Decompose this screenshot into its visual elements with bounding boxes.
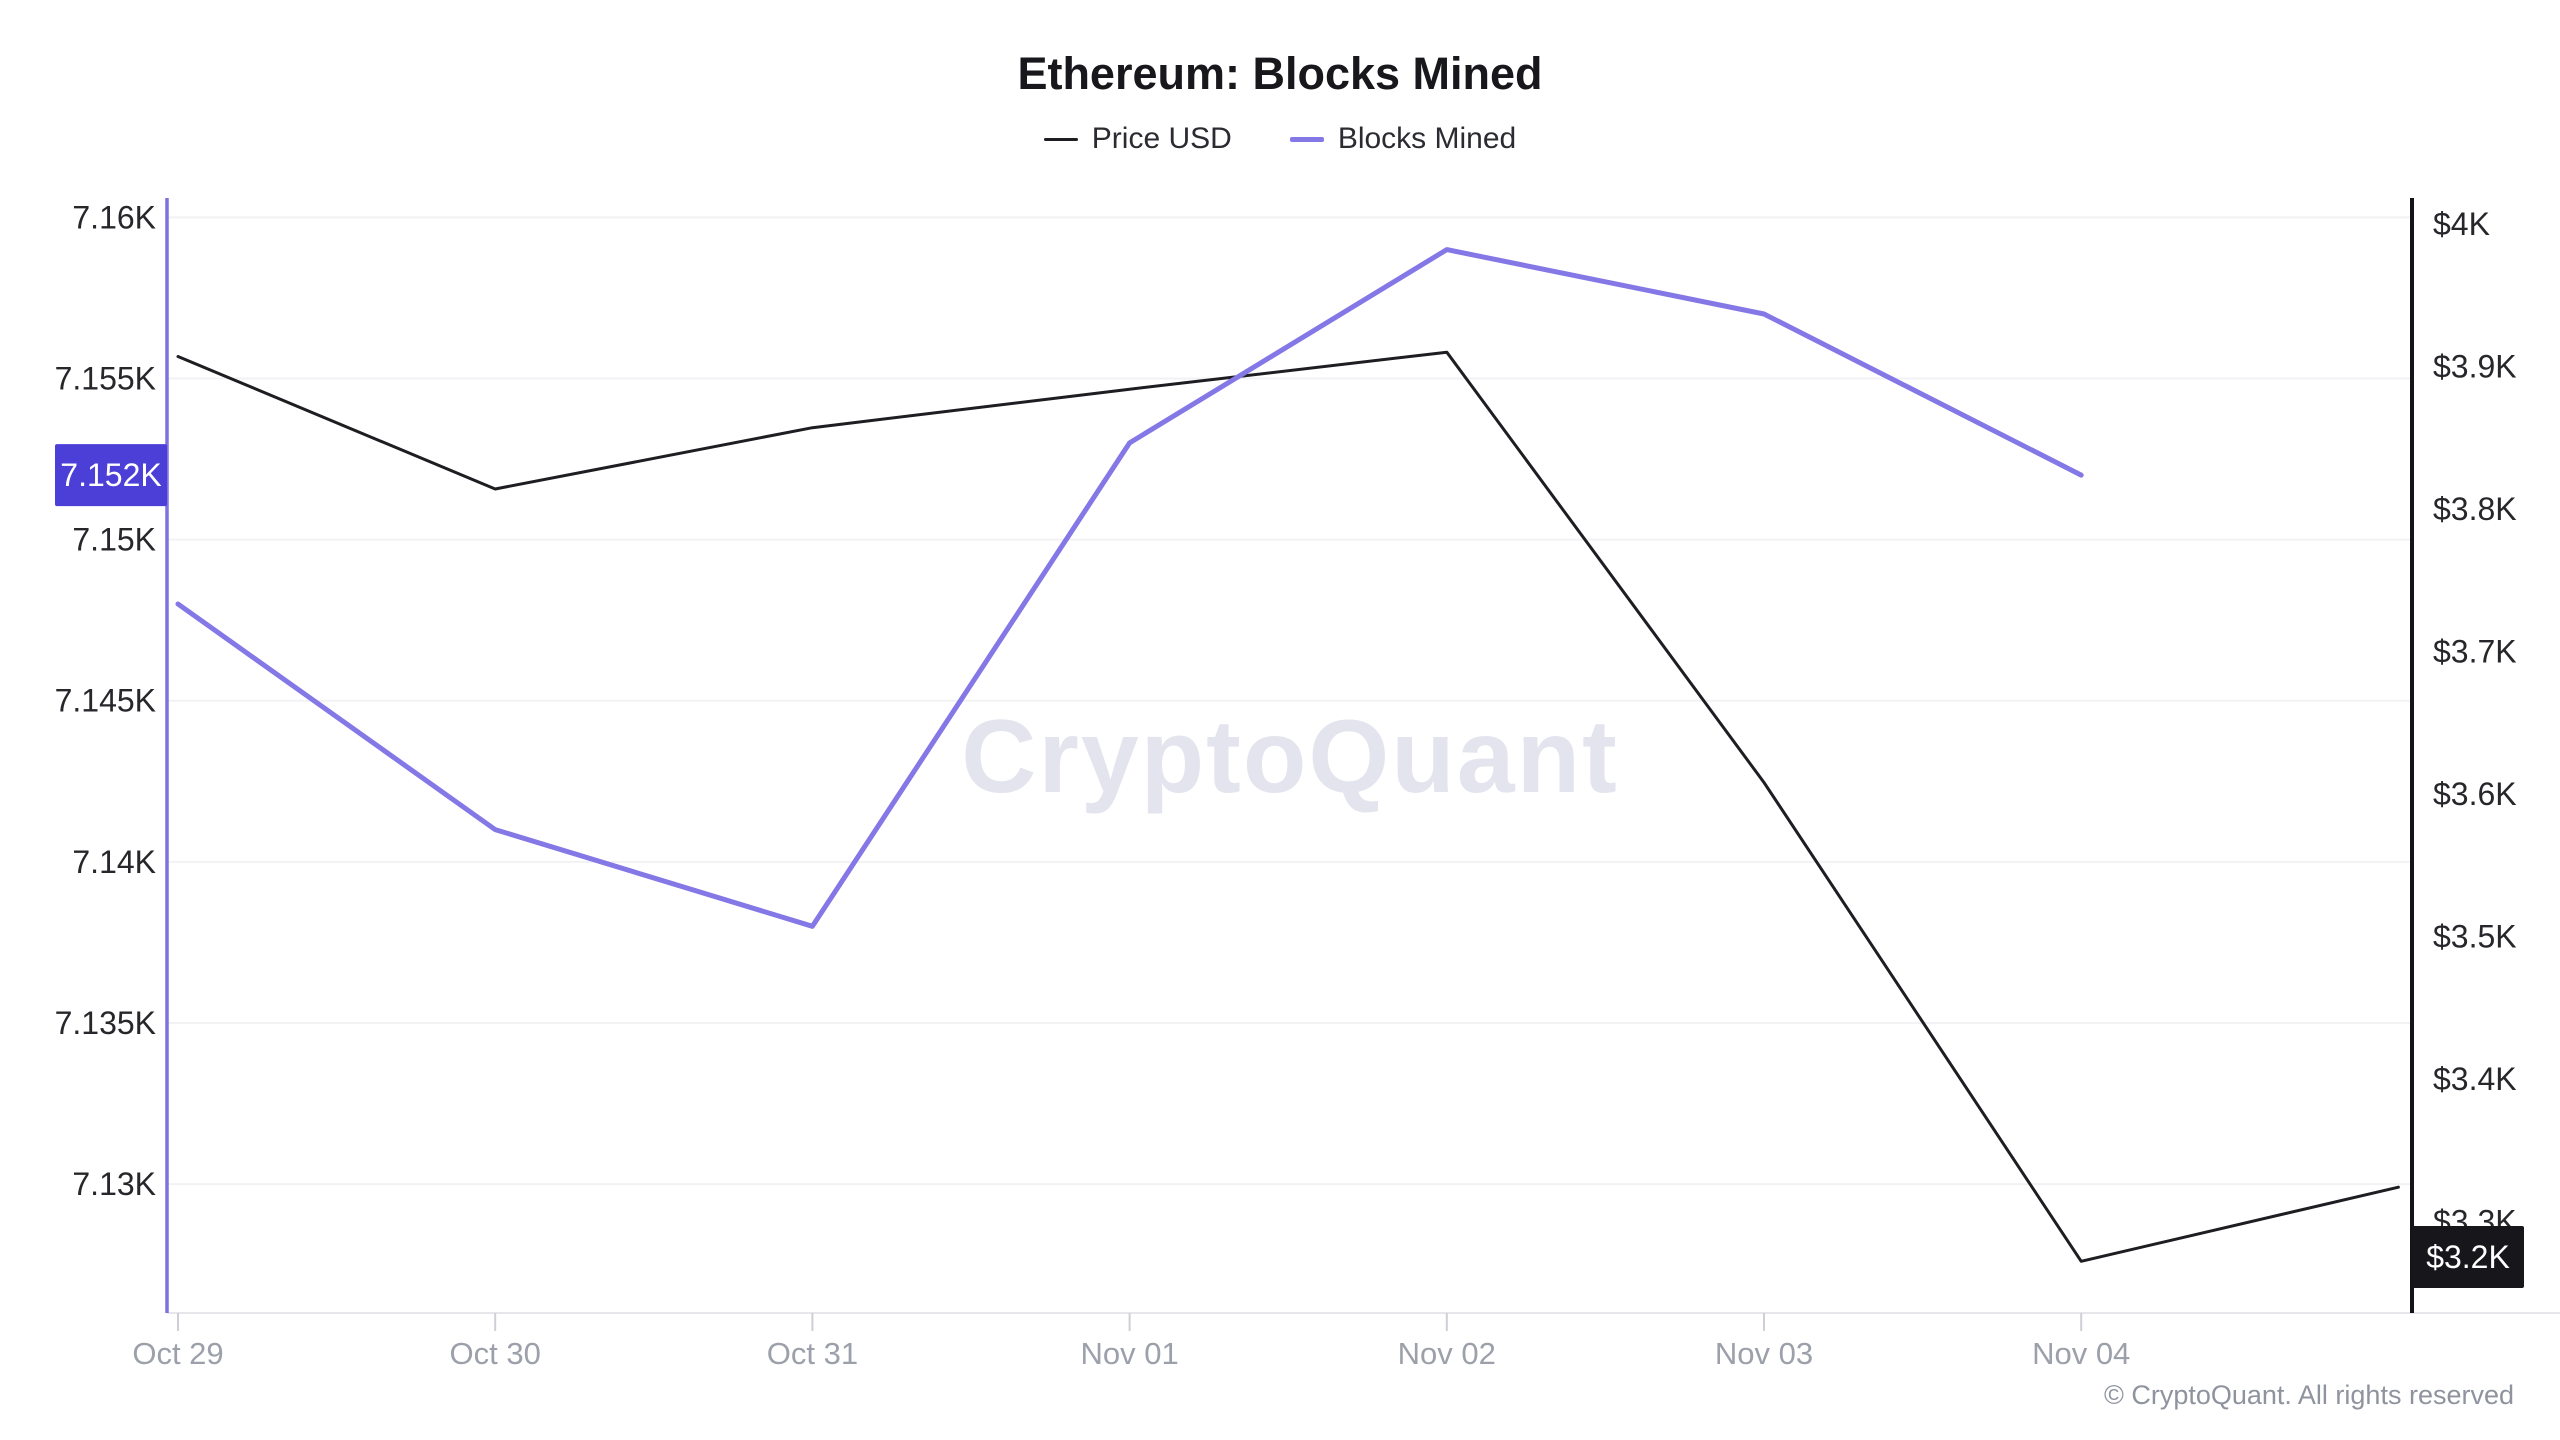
price-usd-value-badge xyxy=(2412,1226,2524,1289)
x-axis-label: Nov 04 xyxy=(2032,1336,2130,1371)
price-usd-line xyxy=(176,350,2400,1263)
price-usd-value-badge-label: $3.2K xyxy=(2426,1239,2510,1275)
blocks-mined-line xyxy=(175,247,2084,929)
x-axis-label: Oct 31 xyxy=(767,1336,858,1371)
blocks-mined-line-swatch xyxy=(1289,136,1324,142)
right-axis-tick-label: $4K xyxy=(2433,206,2490,242)
x-axis-label: Nov 01 xyxy=(1080,1336,1178,1371)
blocks-mined-value-badge xyxy=(55,444,167,507)
left-axis-tick-label: 7.155K xyxy=(55,360,156,396)
x-axis-label: Nov 02 xyxy=(1398,1336,1496,1371)
legend-label-blocks-mined: Blocks Mined xyxy=(1337,122,1517,155)
left-axis-tick-label: 7.15K xyxy=(72,522,156,558)
x-axis-label: Oct 29 xyxy=(132,1336,223,1371)
left-axis-tick-label: 7.16K xyxy=(72,199,156,235)
left-axis-tick-label: 7.145K xyxy=(55,683,156,719)
right-axis-tick-label: $3.9K xyxy=(2433,348,2517,384)
chart-title: Ethereum: Blocks Mined xyxy=(1017,48,1543,99)
right-axis-tick-label: $3.7K xyxy=(2433,633,2517,669)
legend-item-price-usd[interactable]: Price USD xyxy=(1043,122,1232,156)
left-axis-tick-label: 7.135K xyxy=(55,1005,156,1041)
legend-label-price-usd: Price USD xyxy=(1091,122,1232,155)
x-axis-label: Oct 30 xyxy=(450,1336,541,1371)
left-axis-tick-label: 7.14K xyxy=(72,844,156,880)
price-usd-line-swatch xyxy=(1043,137,1078,141)
legend-item-blocks-mined[interactable]: Blocks Mined xyxy=(1289,122,1517,156)
watermark: CryptoQuant xyxy=(961,699,1619,815)
x-axis-label: Nov 03 xyxy=(1715,1336,1813,1371)
blocks-mined-value-badge-label: 7.152K xyxy=(60,457,161,493)
right-axis-tick-label: $3.6K xyxy=(2433,776,2517,812)
right-axis-tick-label: $3.8K xyxy=(2433,491,2517,527)
copyright-footer: © CryptoQuant. All rights reserved xyxy=(2103,1380,2514,1410)
right-axis-tick-label: $3.4K xyxy=(2433,1061,2517,1097)
right-axis-tick-label: $3.5K xyxy=(2433,918,2517,954)
chart-legend: Price USD Blocks Mined xyxy=(0,122,2560,156)
left-axis-tick-label: 7.13K xyxy=(72,1166,156,1202)
